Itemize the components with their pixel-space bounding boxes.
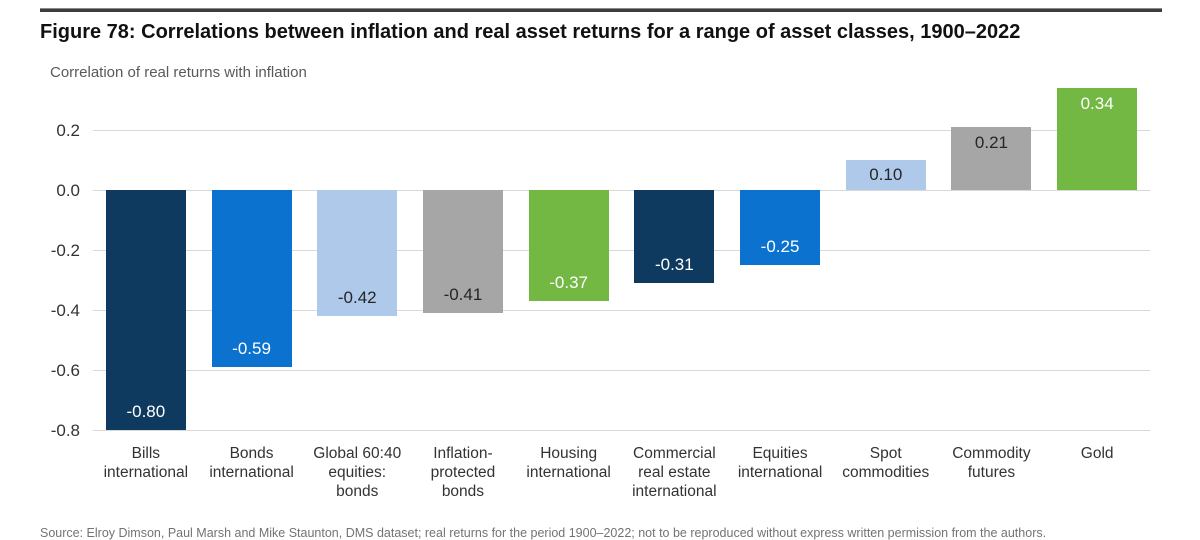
bar-value-label: -0.59 [232,339,271,358]
bar-value-label: -0.42 [337,288,377,307]
gridline [93,250,1150,251]
y-tick-label: 0.0 [56,181,80,200]
x-axis-label: Bonds international [209,445,294,481]
bar: -0.59 [211,190,292,367]
bar: -0.41 [422,190,503,313]
gridline [93,370,1150,371]
bar-value-label: -0.25 [760,237,800,256]
y-tick-label: -0.2 [50,241,80,260]
axis-unit-label: Correlation of real returns with inflati… [50,64,307,81]
gridline [93,130,1150,131]
bar-value-label: 0.21 [974,133,1008,152]
x-axis-label: Global 60:40 equities: bonds [313,445,402,500]
x-axis-label: Commercial real estate international [632,445,717,500]
bar: -0.42 [317,190,398,316]
x-axis-label: Equities international [737,445,823,481]
x-axis-label: Housing international [526,445,611,481]
bar-value-label: -0.41 [443,285,483,304]
title-rule [40,8,1162,12]
figure-title: Figure 78: Correlations between inflatio… [40,21,1021,43]
bar: -0.37 [528,190,609,301]
gridline [93,310,1150,311]
source-note: Source: Elroy Dimson, Paul Marsh and Mik… [40,526,1047,540]
bar: 0.21 [951,127,1032,190]
bar: -0.80 [105,190,186,430]
x-axis-label: Gold [1080,445,1114,462]
x-axis-label: Inflation- protected bonds [430,445,496,500]
bar: 0.34 [1057,88,1138,190]
y-tick-label: 0.2 [56,121,80,140]
x-axis-label: Commodity futures [952,445,1031,481]
bar: -0.25 [740,190,821,265]
y-tick-label: -0.8 [50,421,80,440]
bar-value-label: 0.34 [1080,94,1114,113]
x-axis-label: Spot commodities [842,445,930,481]
bar: 0.10 [845,160,926,190]
bar-value-label: -0.37 [549,273,589,292]
gridline [93,430,1150,431]
bar-value-label: 0.10 [869,165,903,184]
bar: -0.31 [634,190,715,283]
gridline [93,190,1150,191]
y-tick-label: -0.6 [50,361,80,380]
x-axis-label: Bills international [103,445,189,481]
bar-value-label: -0.80 [126,402,166,421]
y-tick-label: -0.4 [50,301,80,320]
bar-value-label: -0.31 [654,255,694,274]
